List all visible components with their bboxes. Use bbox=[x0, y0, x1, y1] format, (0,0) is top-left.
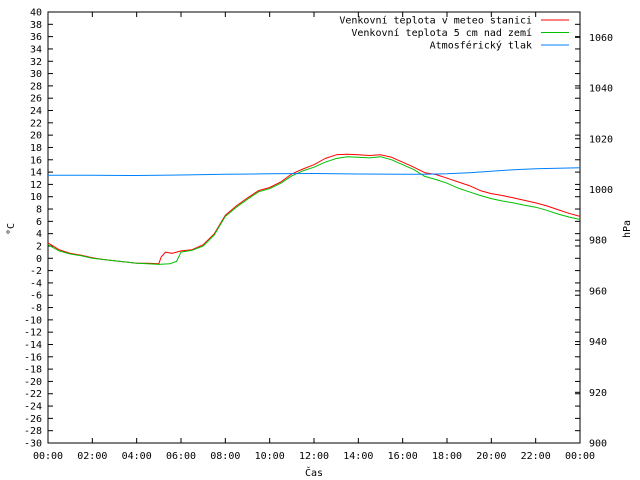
x-tick-label: 00:00 bbox=[565, 451, 595, 462]
y-tick-label: -2 bbox=[30, 266, 42, 277]
y-tick-label: 6 bbox=[36, 217, 42, 228]
y-tick-label: 26 bbox=[30, 94, 42, 105]
y2-tick-label: 980 bbox=[589, 236, 607, 247]
x-tick-label: 10:00 bbox=[255, 451, 285, 462]
y-tick-label: -24 bbox=[24, 402, 42, 413]
y-tick-label: 16 bbox=[30, 155, 42, 166]
y2-tick-label: 940 bbox=[589, 337, 607, 348]
y-tick-label: -22 bbox=[24, 389, 42, 400]
x-tick-label: 00:00 bbox=[33, 451, 63, 462]
y-tick-label: 32 bbox=[30, 57, 42, 68]
tick-marks bbox=[47, 11, 581, 444]
y-tick-label: 20 bbox=[30, 131, 42, 142]
x-tick-label: 06:00 bbox=[166, 451, 196, 462]
y-tick-label: 14 bbox=[30, 168, 42, 179]
y-tick-label: 40 bbox=[30, 8, 42, 19]
y-tick-label: -8 bbox=[30, 303, 42, 314]
y-tick-label: 28 bbox=[30, 81, 42, 92]
y-tick-label: -18 bbox=[24, 365, 42, 376]
series-line-3 bbox=[48, 167, 581, 176]
y2-tick-label: 960 bbox=[589, 286, 607, 297]
x-tick-label: 02:00 bbox=[77, 451, 107, 462]
y-tick-label: 22 bbox=[30, 118, 42, 129]
series-line-2 bbox=[47, 156, 581, 265]
y2-tick-label: 1040 bbox=[589, 84, 613, 95]
x-tick-label: 20:00 bbox=[476, 451, 506, 462]
y2-tick-label: 1000 bbox=[589, 185, 613, 196]
y2-axis-title: hPa bbox=[622, 220, 633, 238]
y-tick-label: -12 bbox=[24, 328, 42, 339]
y-tick-label: -20 bbox=[24, 377, 42, 388]
y-tick-label: 38 bbox=[30, 20, 42, 31]
legend: Venkovní teplota v meteo staniciVenkovní… bbox=[339, 15, 569, 52]
y-tick-label: 8 bbox=[36, 205, 42, 216]
y-tick-label: -30 bbox=[24, 439, 42, 450]
y-tick-label: -28 bbox=[24, 426, 42, 437]
plot-frame bbox=[47, 11, 581, 444]
y-tick-label: 12 bbox=[30, 180, 42, 191]
y-tick-label: 2 bbox=[36, 241, 42, 252]
y2-tick-label: 1020 bbox=[589, 134, 613, 145]
x-tick-label: 12:00 bbox=[299, 451, 329, 462]
legend-label: Venkovní teplota v meteo stanici bbox=[339, 15, 532, 27]
y-tick-label: 30 bbox=[30, 69, 42, 80]
legend-label: Venkovní teplota 5 cm nad zemí bbox=[351, 27, 532, 39]
y-tick-label: 18 bbox=[30, 143, 42, 154]
x-tick-label: 22:00 bbox=[521, 451, 551, 462]
series-lines bbox=[47, 153, 581, 265]
tick-labels: 4038363432302826242220181614121086420-2-… bbox=[24, 8, 613, 463]
x-axis-title: Čas bbox=[305, 466, 323, 479]
y-tick-label: 36 bbox=[30, 32, 42, 43]
y-axis-title: °C bbox=[6, 223, 17, 235]
x-tick-label: 16:00 bbox=[388, 451, 418, 462]
y-tick-label: 10 bbox=[30, 192, 42, 203]
y-tick-label: -4 bbox=[30, 278, 42, 289]
x-tick-label: 18:00 bbox=[432, 451, 462, 462]
y-tick-label: 24 bbox=[30, 106, 42, 117]
x-tick-label: 14:00 bbox=[343, 451, 373, 462]
y-tick-label: 34 bbox=[30, 44, 42, 55]
legend-label: Atmosférický tlak bbox=[430, 40, 532, 52]
y2-tick-label: 1060 bbox=[589, 33, 613, 44]
y-tick-label: -26 bbox=[24, 414, 42, 425]
x-tick-label: 04:00 bbox=[122, 451, 152, 462]
y-tick-label: -16 bbox=[24, 352, 42, 363]
y-tick-label: 4 bbox=[36, 229, 42, 240]
y-tick-label: -6 bbox=[30, 291, 42, 302]
axes bbox=[47, 11, 581, 444]
x-tick-label: 08:00 bbox=[210, 451, 240, 462]
y-tick-label: -10 bbox=[24, 315, 42, 326]
y2-tick-label: 920 bbox=[589, 388, 607, 399]
y-tick-label: -14 bbox=[24, 340, 42, 351]
y-tick-label: 0 bbox=[36, 254, 42, 265]
y2-tick-label: 900 bbox=[589, 439, 607, 450]
